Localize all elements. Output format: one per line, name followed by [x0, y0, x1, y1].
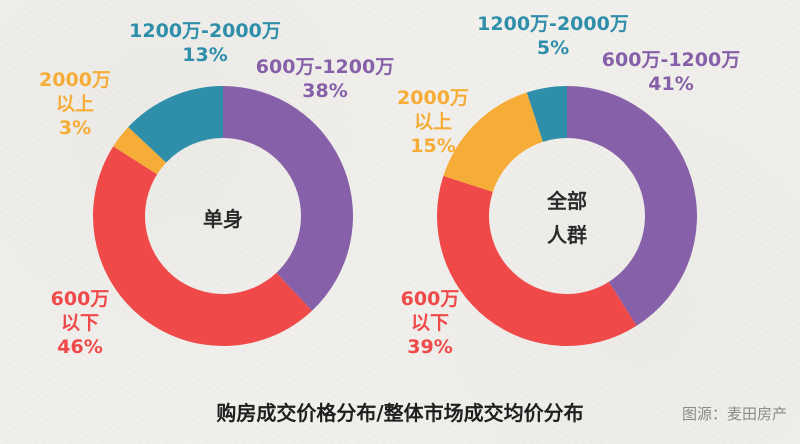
donut-slice-2000wabove [113, 127, 167, 175]
center-label-line: 全部 [546, 189, 587, 213]
donut-chart-2: 600万-1200万 41%600万以下 39%2000万以上 15%1200万-20… [397, 13, 740, 358]
slice-label-line: 5% [537, 37, 569, 59]
slice-label-line: 46% [57, 336, 102, 358]
slice-label-line: 39% [407, 336, 452, 358]
slice-label-line: 600万 [401, 288, 460, 310]
donut-slice-600w-1200w [567, 86, 697, 326]
donut-slice-600wbelow [92, 146, 312, 347]
donut-slice-2000wabove [443, 92, 543, 192]
slice-label-line: 3% [59, 117, 91, 139]
slice-label-line: 13% [182, 44, 227, 66]
slice-label-line: 2000万 [39, 69, 111, 91]
slice-label-line: 600万-1200万 [602, 49, 740, 71]
slice-label-600w-1200w: 600万-1200万 38% [256, 56, 394, 102]
center-label-line: 单身 [203, 207, 243, 231]
slice-label-line: 600万-1200万 [256, 56, 394, 78]
slice-label-line: 41% [648, 73, 693, 95]
donut-slice-600w-1200w [223, 86, 354, 311]
source-credit: 图源：麦田房产 [682, 405, 787, 423]
slice-label-600w-1200w: 600万-1200万 41% [602, 49, 740, 95]
slice-label-600wbelow: 600万以下 46% [51, 288, 110, 358]
slice-label-2000wabove: 2000万以上 3% [39, 69, 111, 139]
slice-label-line: 600万 [51, 288, 110, 310]
donut-charts: 600万-1200万 38%600万以下 46%2000万以上 3%1200万-200… [39, 13, 740, 358]
donut-chart-1: 600万-1200万 38% 600万以下 46% 2000万以上 3% 1200万-200… [39, 20, 394, 358]
donut-slice-1200w-2000w [526, 86, 567, 142]
chart-title: 购房成交价格分布/整体市场成交均价分布 [216, 401, 583, 425]
slice-label-600wbelow: 600万以下 39% [401, 288, 460, 358]
slice-label-line: 以上 [56, 93, 94, 115]
donut-slice-1200w-2000w [128, 86, 223, 163]
slice-label-line: 38% [302, 80, 347, 102]
slice-label-line: 以上 [414, 111, 452, 133]
slice-label-line: 15% [410, 135, 455, 157]
slice-label-2000wabove: 2000万以上 15% [397, 87, 469, 157]
slice-label-line: 1200万-2000万 [129, 20, 281, 42]
donut-slice-600wbelow [436, 175, 637, 347]
donut-center-label: 单身 [203, 207, 243, 231]
slice-label-1200w-2000w: 1200万-2000万 13% [129, 20, 281, 66]
slice-label-line: 以下 [411, 312, 449, 334]
slice-label-line: 以下 [61, 312, 99, 334]
slice-label-line: 1200万-2000万 [477, 13, 629, 35]
center-label-line: 人群 [547, 223, 587, 247]
slice-label-line: 2000万 [397, 87, 469, 109]
slice-label-1200w-2000w: 1200万-2000万 5% [477, 13, 629, 59]
donut-center-label: 全部人群 [546, 189, 587, 247]
